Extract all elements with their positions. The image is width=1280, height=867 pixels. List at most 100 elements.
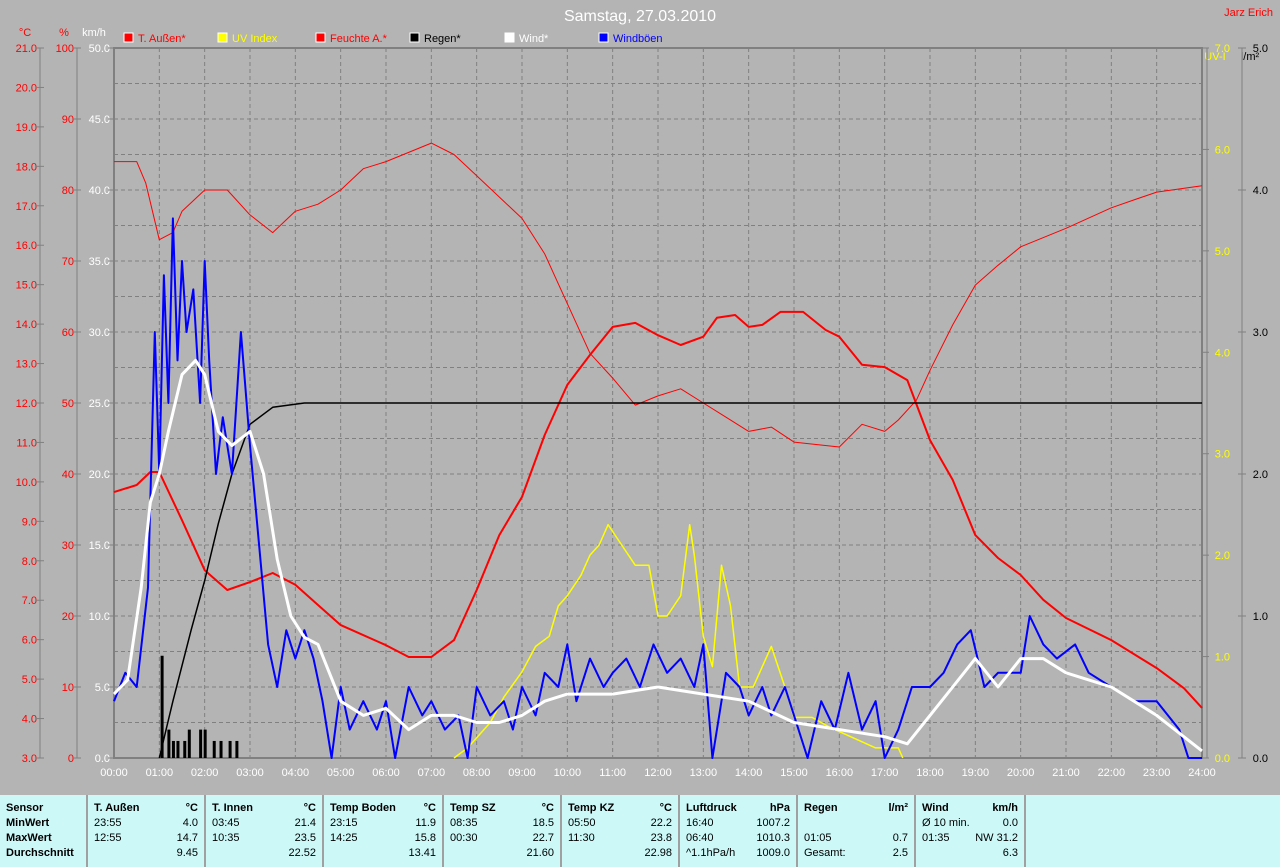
y-tick-label-temp: 9.0 [22,516,37,528]
cell-value: 21.4 [294,817,316,829]
row-label: MaxWert [6,832,52,844]
stats-column: T. Außen °C 23:55 4.0 12:55 14.7 9.45 [88,795,206,867]
x-tick-label: 23:00 [1143,767,1171,779]
rain-bar [183,740,187,758]
y-tick-label-temp: 19.0 [16,122,37,134]
cell-value: 0.0 [1002,817,1018,829]
x-tick-label: 07:00 [418,767,446,779]
cell-value: 2.5 [892,847,908,859]
y-tick-label-temp: 15.0 [16,280,37,292]
legend-swatch [123,32,134,43]
y-tick-label-humidity: 20 [62,611,74,623]
y-tick-label-uv: 2.0 [1215,550,1230,562]
y-tick-label-wind: 10.0 [89,611,110,623]
cell-time: 06:40 [686,832,714,844]
y-tick-label-wind: 25.0 [89,398,110,410]
cell-value: 15.8 [414,832,436,844]
cell-value: km/h [992,802,1018,814]
y-tick-label-wind: 40.0 [89,185,110,197]
series-line-5 [112,358,1203,753]
x-tick-label: 14:00 [735,767,763,779]
cell-time: Temp KZ [568,802,615,814]
cell-time: 05:50 [568,817,596,829]
y-tick-label-uv: 6.0 [1215,144,1230,156]
y-tick-label-wind: 20.0 [89,469,110,481]
y-tick-label-rain: 5.0 [1253,43,1268,55]
cell-value: 23.5 [294,832,316,844]
stats-column: Temp SZ °C 08:35 18.5 00:30 22.7 21.60 [444,795,562,867]
legend-entry: UV Index [232,33,278,45]
row-label: Sensor [6,802,44,814]
x-tick-label: 00:00 [100,767,128,779]
legend-entry: Wind* [519,33,549,45]
y-tick-label-temp: 12.0 [16,398,37,410]
rain-bar [171,740,175,758]
rain-bar [203,729,207,758]
axis-unit-wind: km/h [82,27,106,39]
cell-value: 4.0 [182,817,198,829]
y-tick-label-wind: 15.0 [89,540,110,552]
x-tick-label: 09:00 [508,767,536,779]
y-tick-label-temp: 20.0 [16,82,37,94]
rain-bar [160,655,164,758]
cell-time: ^1.1hPa/h [686,847,736,859]
chart-title: Samstag, 27.03.2010 [564,8,716,25]
cell-value: 18.5 [532,817,554,829]
y-tick-label-rain: 3.0 [1253,327,1268,339]
legend-swatch [315,32,326,43]
cell-time: 08:35 [450,817,478,829]
y-tick-label-humidity: 30 [62,540,74,552]
x-tick-label: 01:00 [146,767,174,779]
y-tick-label-humidity: 40 [62,469,74,481]
cell-value: 11.9 [415,817,436,829]
cell-time: 23:55 [94,817,122,829]
axis-unit-humidity: % [59,27,69,39]
y-tick-label-humidity: 0 [68,753,74,765]
cell-value: 22.98 [644,847,672,859]
cell-time: 11:30 [568,832,595,844]
y-tick-label-uv: 7.0 [1215,43,1230,55]
cell-time: T. Außen [94,802,140,814]
x-tick-label: 11:00 [599,767,626,779]
x-tick-label: 02:00 [191,767,219,779]
y-tick-label-uv: 3.0 [1215,449,1230,461]
y-tick-label-wind: 0.0 [95,753,110,765]
weather-chart: Samstag, 27.03.2010 Jarz Erich 00:00 01:00 0… [16,7,1273,779]
rain-bar [219,740,223,758]
row-labels: Sensor MinWert MaxWert Durchschnitt [0,795,88,867]
y-tick-label-temp: 16.0 [16,240,37,252]
series-line-2 [114,142,1203,448]
series-line-4 [113,217,1202,759]
cell-time: Wind [922,802,949,814]
x-tick-label: 12:00 [644,767,672,779]
stats-column: Regen l/m² 01:05 0.7 Gesamt: 2.5 [798,795,916,867]
legend-swatch [409,32,420,43]
y-tick-label-temp: 4.0 [22,714,37,726]
row-label: Durchschnitt [6,847,74,859]
cell-value: °C [659,802,672,814]
x-tick-label: 24:00 [1188,767,1216,779]
cell-time: 14:25 [330,832,358,844]
cell-value: 14.7 [176,832,198,844]
y-tick-label-wind: 50.0 [89,43,110,55]
x-tick-label: 21:00 [1052,767,1080,779]
stats-column: T. Innen °C 03:45 21.4 10:35 23.5 22.52 [206,795,324,867]
cell-value: 13.41 [408,847,436,859]
y-tick-label-uv: 5.0 [1215,246,1230,258]
y-tick-label-temp: 17.0 [16,201,37,213]
cell-value: 22.52 [288,847,316,859]
x-tick-label: 06:00 [372,767,400,779]
y-tick-label-humidity: 10 [62,682,74,694]
cell-time: 03:45 [212,817,240,829]
y-tick-label-rain: 2.0 [1253,469,1268,481]
legend-entry: Feuchte A.* [330,33,388,45]
x-tick-label: 17:00 [871,767,899,779]
cell-time: 01:05 [804,832,832,844]
cell-time: Luftdruck [686,802,737,814]
y-tick-label-uv: 4.0 [1215,347,1230,359]
rain-bar [176,740,180,758]
y-tick-label-humidity: 70 [62,256,74,268]
legend-swatch [504,32,515,43]
cell-value: 0.7 [892,832,908,844]
x-tick-label: 20:00 [1007,767,1035,779]
